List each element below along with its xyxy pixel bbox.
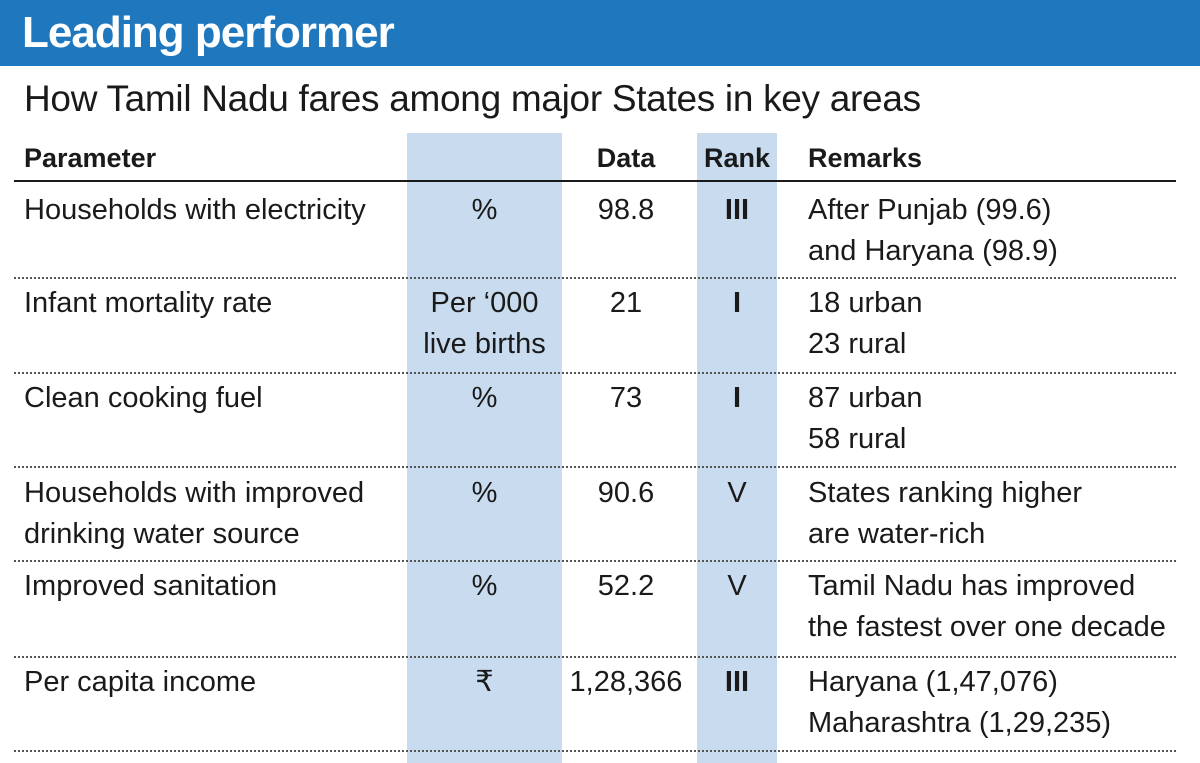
unit-column-band [407,133,562,763]
row-remarks: Tamil Nadu has improved the fastest over… [808,570,1166,643]
row-parameter: Clean cooking fuel [24,382,263,414]
row-remarks: After Punjab (99.6) and Haryana (98.9) [808,194,1058,267]
row-data: 1,28,366 [569,666,683,698]
row-divider [14,750,1176,752]
row-remarks: 18 urban 23 rural [808,287,923,360]
row-rank: I [732,382,742,414]
row-unit: % [471,382,498,414]
row-unit: % [471,477,498,509]
row-rank: I [732,287,742,319]
header-rank: Rank [703,143,771,173]
row-divider [14,372,1176,374]
row-data: 52.2 [597,570,655,602]
row-rank: V [727,570,747,602]
row-data: 90.6 [597,477,655,509]
header-parameter: Parameter [24,143,157,173]
title-banner: Leading performer [0,0,1200,66]
row-data: 98.8 [597,194,655,226]
row-rank: III [724,666,750,698]
header-remarks: Remarks [808,143,923,173]
row-unit: % [471,194,498,226]
row-parameter: Infant mortality rate [24,287,273,319]
row-divider [14,277,1176,279]
page-subtitle: How Tamil Nadu fares among major States … [24,78,921,119]
row-unit: % [471,570,498,602]
row-divider [14,466,1176,468]
row-rank: III [724,194,750,226]
row-rank: V [727,477,747,509]
row-parameter: Households with electricity [24,194,366,226]
row-remarks: 87 urban 58 rural [808,382,923,455]
row-data: 21 [609,287,643,319]
row-parameter: Improved sanitation [24,570,278,602]
row-divider [14,560,1176,562]
row-unit: Per ‘000 live births [423,287,546,360]
row-remarks: States ranking higher are water-rich [808,477,1083,550]
row-data: 73 [609,382,643,414]
row-remarks: Haryana (1,47,076) Maharashtra (1,29,235… [808,666,1112,739]
header-divider [14,180,1176,182]
row-parameter: Households with improved drinking water … [24,477,365,550]
rank-column-band [697,133,777,763]
header-data: Data [596,143,656,173]
row-unit: ₹ [475,666,494,698]
row-parameter: Per capita income [24,666,257,698]
row-divider [14,656,1176,658]
page-title: Leading performer [22,8,395,57]
